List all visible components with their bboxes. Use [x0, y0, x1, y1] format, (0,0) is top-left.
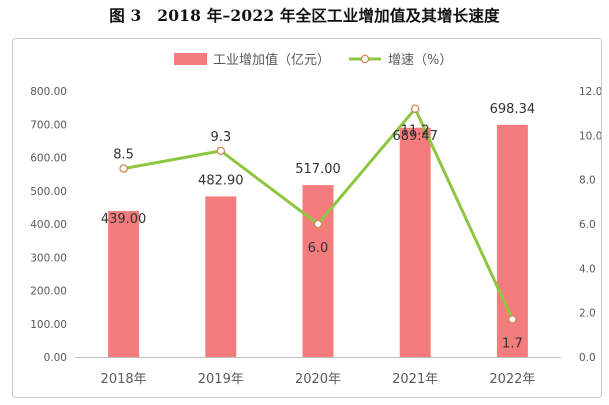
legend-swatch-bar [174, 53, 207, 65]
line-series [119, 104, 517, 324]
legend-label-bar: 工业增加值（亿元） [213, 52, 330, 68]
legend: 工业增加值（亿元） 增速（%） [174, 52, 452, 68]
figure-title: 图 3 2018 年–2022 年全区工业增加值及其增长速度 [109, 6, 500, 25]
bar [108, 211, 140, 357]
legend-label-line: 增速（%） [388, 53, 452, 68]
y-right-tick-label: 8.0 [579, 175, 596, 187]
x-tick-label: 2022年 [489, 372, 535, 387]
bar-data-labels: 439.00 482.90 517.00 689.47 698.34 [101, 102, 535, 227]
y-left-tick-label: 600.00 [30, 153, 67, 165]
bar-data-label: 482.90 [198, 173, 244, 188]
bar-data-label: 517.00 [295, 162, 341, 177]
y-axis-left: 0.00 100.00 200.00 300.00 400.00 500.00 600.00… [30, 86, 67, 364]
y-axis-right: 0.0 2.0 4.0 6.0 8.0 10.0 12.0 [579, 86, 602, 364]
line-data-label: 9.3 [210, 130, 231, 145]
y-right-tick-label: 10.0 [579, 130, 601, 142]
y-left-tick-label: 500.00 [30, 186, 67, 198]
line-data-label: 8.5 [113, 148, 134, 163]
line-point [216, 146, 226, 156]
bar-data-label: 698.34 [490, 102, 536, 117]
y-left-tick-label: 200.00 [30, 286, 67, 298]
bar [205, 196, 237, 357]
y-left-tick-label: 800.00 [30, 86, 67, 98]
y-left-tick-label: 700.00 [30, 119, 67, 131]
y-left-tick-label: 100.00 [30, 319, 67, 331]
x-axis-labels: 2018年 2019年 2020年 2021年 2022年 [101, 372, 536, 387]
bar-data-label: 689.47 [392, 129, 438, 144]
x-tick-label: 2021年 [392, 372, 438, 387]
line-point [313, 219, 323, 229]
y-left-tick-label: 300.00 [30, 252, 67, 264]
line-data-label: 11.2 [401, 124, 430, 139]
y-right-tick-label: 0.0 [579, 352, 596, 364]
bar-data-label: 439.00 [101, 212, 147, 227]
combo-chart: 工业增加值（亿元） 增速（%） 0.00 100.00 200.00 300.00 40… [30, 52, 602, 387]
x-tick-label: 2018年 [101, 372, 147, 387]
line-point [119, 164, 128, 173]
x-tick-label: 2020年 [295, 372, 341, 387]
y-right-tick-label: 6.0 [579, 219, 596, 231]
line-point [410, 104, 420, 113]
y-right-tick-label: 12.0 [579, 86, 601, 98]
bar [399, 127, 431, 358]
legend-swatch-marker [360, 54, 370, 64]
y-right-tick-label: 4.0 [579, 263, 596, 275]
x-tick-label: 2019年 [198, 372, 244, 387]
line-data-label: 1.7 [502, 336, 523, 351]
line-data-labels: 8.5 9.3 6.0 11.2 1.7 [113, 124, 522, 352]
y-left-tick-label: 400.00 [30, 219, 67, 231]
chart-panel: 工业增加值（亿元） 增速（%） 0.00 100.00 200.00 300.00 40… [12, 38, 602, 398]
line-point [508, 315, 517, 324]
y-right-tick-label: 2.0 [579, 308, 596, 320]
line-data-label: 6.0 [308, 241, 329, 256]
y-left-tick-label: 0.00 [44, 352, 67, 364]
